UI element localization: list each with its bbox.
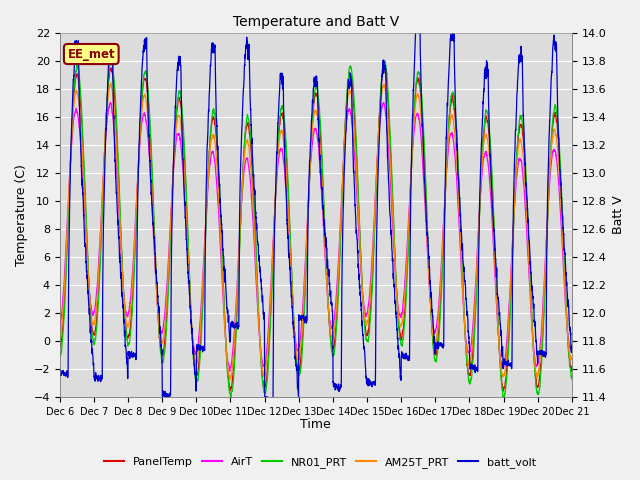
Legend: PanelTemp, AirT, NR01_PRT, AM25T_PRT, batt_volt: PanelTemp, AirT, NR01_PRT, AM25T_PRT, ba… <box>100 452 540 472</box>
Title: Temperature and Batt V: Temperature and Batt V <box>233 15 399 29</box>
Y-axis label: Temperature (C): Temperature (C) <box>15 164 28 266</box>
Y-axis label: Batt V: Batt V <box>612 196 625 234</box>
X-axis label: Time: Time <box>300 419 331 432</box>
Text: EE_met: EE_met <box>67 48 115 60</box>
